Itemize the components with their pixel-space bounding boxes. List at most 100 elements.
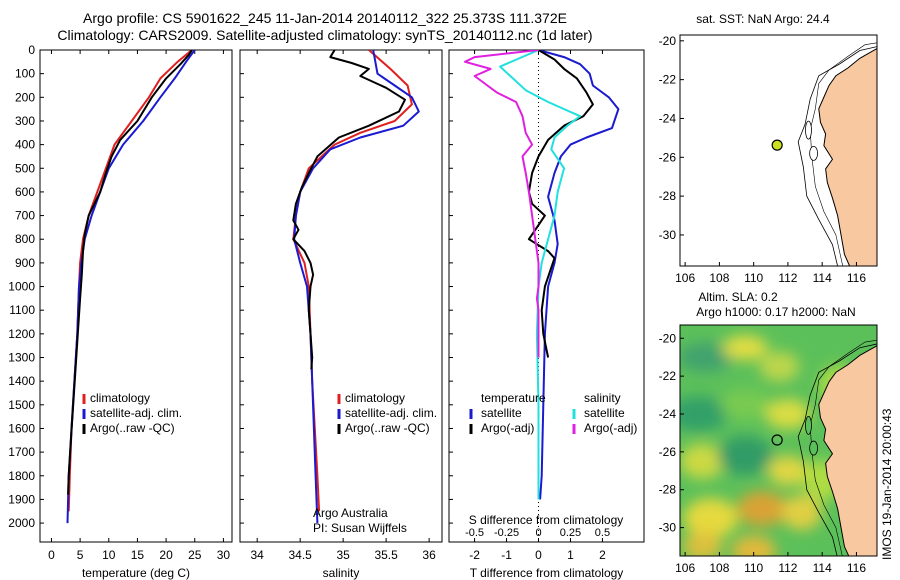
- y-tick-label: 1200: [8, 327, 35, 341]
- temp-legend-label: Argo(..raw -QC): [90, 421, 175, 435]
- map-y-tick-label: -26: [659, 445, 677, 459]
- map-x-tick-label: 116: [847, 271, 866, 285]
- series-line-argo: [67, 50, 193, 495]
- map-2-area: [680, 325, 877, 556]
- shelf-contour-inner: [809, 339, 877, 556]
- shelf-contour: [797, 343, 877, 556]
- map-1-area: [680, 35, 877, 266]
- y-tick-label: 1000: [8, 280, 35, 294]
- sla-anomaly-blob: [680, 443, 725, 479]
- diff-legend-label: Argo(-adj): [584, 421, 637, 435]
- x-tick-label: 36: [422, 548, 436, 562]
- y-tick-label: 500: [15, 161, 35, 175]
- x-tick-label: 20: [159, 548, 173, 562]
- map-x-tick-label: 108: [709, 561, 729, 575]
- map-x-tick-label: 116: [847, 561, 866, 575]
- y-tick-label: 600: [15, 185, 35, 199]
- annotation-pi: PI: Susan Wijffels: [313, 521, 407, 535]
- x-tick-label: 25: [188, 548, 202, 562]
- diff-legend-label: satellite: [481, 406, 522, 420]
- x-tick-label: 34: [251, 548, 265, 562]
- top-x-tick-label: 0: [535, 527, 541, 539]
- y-tick-label: 1900: [8, 492, 35, 506]
- map-x-tick-label: 112: [778, 561, 797, 575]
- map-x-tick-label: 114: [813, 561, 832, 575]
- map-x-tick-label: 110: [744, 561, 763, 575]
- imos-watermark: IMOS 19-Jan-2014 20:00:43: [880, 408, 894, 560]
- island: [805, 120, 812, 140]
- series-line-climatology: [67, 50, 193, 512]
- y-tick-label: 1100: [9, 303, 35, 317]
- sla-anomaly-blob: [765, 398, 811, 429]
- sla-anomaly-blob: [680, 396, 729, 432]
- australia-land: [818, 332, 877, 556]
- sla-anomaly-blob: [781, 494, 822, 530]
- argo-float-marker: [771, 434, 783, 446]
- sla-anomaly-blob: [759, 351, 800, 382]
- y-tick-label: 400: [15, 138, 35, 152]
- map-y-tick-label: -20: [659, 34, 677, 48]
- panel-3-plot: [464, 50, 620, 542]
- x-tick-label: -2: [469, 548, 480, 562]
- shelf-contour: [797, 46, 877, 266]
- y-tick-label: 0: [28, 43, 35, 57]
- x-axis-label: temperature (deg C): [82, 566, 190, 580]
- x-tick-label: 0: [48, 548, 55, 562]
- y-tick-label: 700: [15, 209, 35, 223]
- title-line-1: Argo profile: CS 5901622_245 11-Jan-2014…: [83, 10, 567, 26]
- island: [805, 415, 812, 435]
- sla-anomaly-blob: [737, 491, 788, 527]
- series-line-sal_satellite-sal: [499, 50, 582, 500]
- panel-1-frame: [39, 49, 233, 543]
- top-x-axis-label: S difference from climatology: [469, 513, 624, 527]
- map-1-frame: [679, 34, 878, 267]
- y-tick-label: 200: [15, 90, 35, 104]
- sla-color-field: [680, 335, 860, 556]
- map-y-tick-label: -24: [659, 407, 677, 421]
- x-axis-label: salinity: [323, 566, 360, 580]
- map-y-tick-label: -30: [659, 521, 677, 535]
- map-x-tick-label: 114: [813, 271, 832, 285]
- x-tick-label: 2: [599, 548, 606, 562]
- sla-anomaly-blob: [722, 335, 768, 361]
- map-2-frame: [679, 324, 878, 557]
- y-tick-label: 1800: [8, 469, 35, 483]
- panel-3-frame: [448, 49, 645, 543]
- y-tick-label: 2000: [8, 516, 35, 530]
- map-y-tick-label: -28: [659, 189, 677, 203]
- map-2-title-1: Altim. SLA: 0.2: [698, 290, 778, 304]
- y-tick-label: 1400: [8, 374, 35, 388]
- x-tick-label: -1: [501, 548, 512, 562]
- series-line-satellite: [293, 50, 420, 524]
- sal-legend-label: satellite-adj. clim.: [345, 406, 437, 420]
- sla-anomaly-blob: [683, 498, 739, 539]
- top-x-tick-label: 0.25: [560, 527, 581, 539]
- top-x-tick-label: -0.25: [494, 527, 519, 539]
- map-x-tick-label: 110: [744, 271, 763, 285]
- map-y-tick-label: -30: [659, 228, 677, 242]
- title-line-2: Climatology: CARS2009. Satellite-adjuste…: [57, 27, 593, 43]
- map-y-tick-label: -24: [659, 111, 677, 125]
- y-tick-label: 1600: [8, 421, 35, 435]
- argo-float-marker: [771, 139, 783, 151]
- x-tick-label: 35: [336, 548, 350, 562]
- sla-anomaly-blob: [720, 389, 771, 420]
- map-2-title-2: Argo h1000: 0.17 h2000: NaN: [696, 305, 855, 319]
- panel-1-plot: [66, 50, 196, 524]
- sla-anomaly-blob: [682, 531, 723, 556]
- sal-legend-label: climatology: [345, 391, 405, 405]
- island: [809, 146, 819, 161]
- map-y-tick-label: -22: [659, 73, 677, 87]
- map-x-tick-label: 108: [709, 271, 729, 285]
- series-line-argo: [292, 50, 406, 370]
- annotation-argo-australia: Argo Australia: [313, 506, 388, 520]
- y-tick-label: 100: [15, 67, 35, 81]
- x-tick-label: 30: [217, 548, 231, 562]
- shelf-contour-inner: [809, 42, 877, 266]
- map-y-tick-label: -28: [659, 483, 677, 497]
- diff-legend-label: satellite: [584, 406, 625, 420]
- island: [809, 440, 819, 456]
- temp-legend-label: satellite-adj. clim.: [90, 406, 182, 420]
- top-x-tick-label: 0.5: [595, 527, 610, 539]
